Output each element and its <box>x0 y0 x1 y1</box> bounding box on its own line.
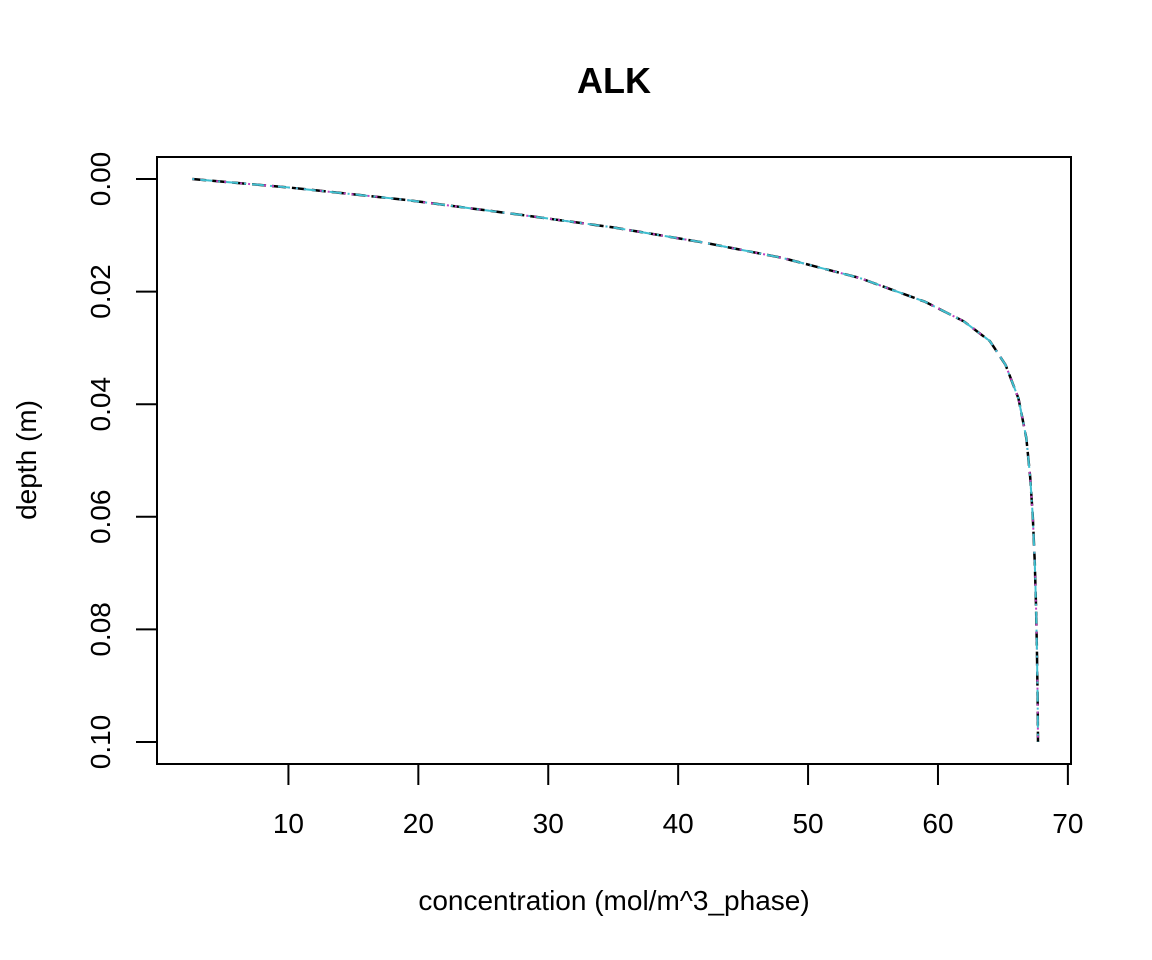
chart-title: ALK <box>577 60 651 101</box>
plot-frame <box>156 156 1072 765</box>
series-line-2 <box>192 178 1039 743</box>
y-tick-label: 0.10 <box>85 715 116 770</box>
y-tick-label: 0.02 <box>85 264 116 319</box>
series-line-1 <box>192 177 1040 743</box>
series-line-3 <box>192 178 1039 743</box>
x-tick-label: 30 <box>533 808 564 839</box>
x-tick-label: 40 <box>663 808 694 839</box>
y-tick-label: 0.08 <box>85 602 116 657</box>
x-tick-label: 50 <box>792 808 823 839</box>
y-tick-label: 0.00 <box>85 152 116 207</box>
x-tick-label: 10 <box>273 808 304 839</box>
y-tick-label: 0.06 <box>85 490 116 545</box>
y-axis: 0.00 0.02 0.04 0.06 0.08 0.10 <box>85 152 158 770</box>
x-tick-label: 60 <box>922 808 953 839</box>
x-tick-label: 70 <box>1052 808 1083 839</box>
y-axis-label: depth (m) <box>11 400 42 520</box>
series-layer <box>192 177 1040 743</box>
x-tick-label: 20 <box>403 808 434 839</box>
x-axis-label: concentration (mol/m^3_phase) <box>418 885 809 916</box>
y-tick-label: 0.04 <box>85 377 116 432</box>
x-axis: 10 20 30 40 50 60 70 <box>273 763 1083 839</box>
